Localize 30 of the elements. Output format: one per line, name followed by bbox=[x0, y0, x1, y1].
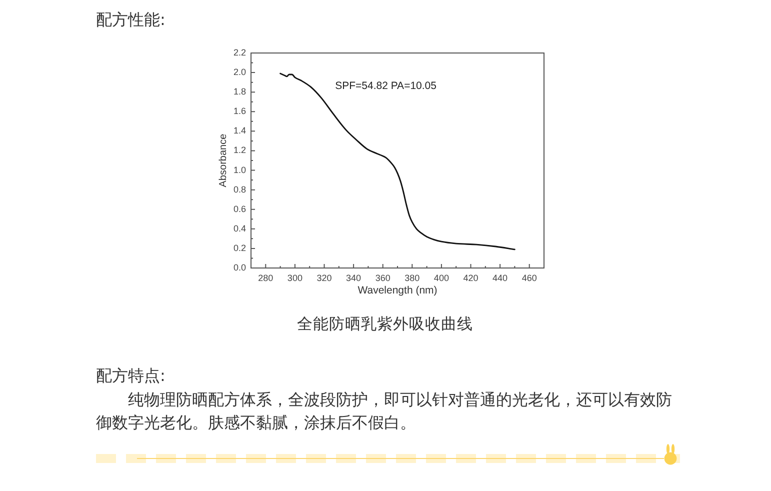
x-tick-label: 440 bbox=[492, 272, 508, 283]
y-tick-label: 1.6 bbox=[233, 106, 246, 116]
y-tick-label: 1.4 bbox=[233, 126, 246, 136]
y-tick-label: 0.0 bbox=[233, 262, 246, 272]
y-axis-title: Absorbance bbox=[218, 133, 229, 188]
text: 全能防晒乳紫外吸收曲线 bbox=[296, 314, 474, 335]
y-tick-label: 2.0 bbox=[233, 67, 246, 78]
text: 配方性能: bbox=[96, 9, 166, 31]
x-tick-label: 380 bbox=[404, 272, 420, 283]
y-tick-label: 0.6 bbox=[233, 204, 246, 214]
text: 配方特点: bbox=[96, 365, 166, 387]
line-series bbox=[280, 72, 516, 250]
x-tick-label: 280 bbox=[258, 272, 274, 283]
x-tick-label: 400 bbox=[434, 272, 449, 283]
x-tick-label: 420 bbox=[463, 272, 478, 283]
y-tick-label: 1.8 bbox=[233, 86, 246, 97]
x-tick-label: 320 bbox=[316, 272, 332, 283]
x-tick-label: 300 bbox=[287, 272, 302, 283]
annotation: SPF=54.82 PA=10.05 bbox=[335, 80, 437, 92]
y-tick-label: 0.2 bbox=[233, 242, 246, 253]
x-tick-label: 460 bbox=[522, 272, 537, 283]
x-tick-label: 360 bbox=[375, 272, 390, 283]
y-tick-label: 1.2 bbox=[233, 145, 246, 156]
y-tick-label: 0.8 bbox=[233, 184, 246, 194]
y-tick-label: 1.0 bbox=[233, 164, 246, 175]
text: 纯物理防晒配方体系，全波段防护，即可以针对普通的光老化，还可以有效防御数字光老化。肤感不黏腻，涂抹后不假白。 bbox=[96, 389, 673, 434]
y-tick-label: 0.4 bbox=[233, 223, 246, 234]
x-axis-title: Wavelength (nm) bbox=[358, 284, 438, 297]
y-tick-label: 2.2 bbox=[233, 47, 246, 58]
x-tick-label: 340 bbox=[346, 272, 362, 283]
